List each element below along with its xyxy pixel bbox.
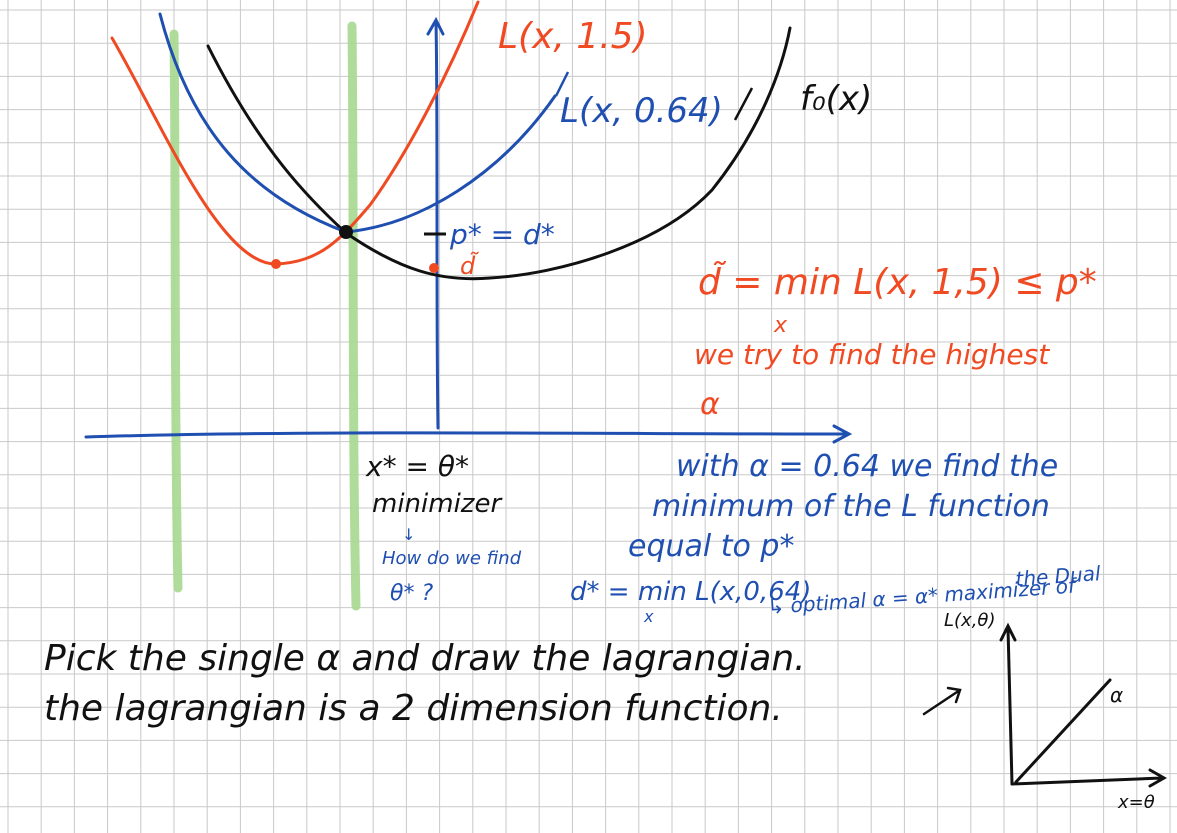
dtilde-point [429, 263, 439, 273]
small-arrow: ↓ [402, 525, 415, 544]
label-l064: L(x, 0.64) [560, 91, 723, 131]
curve-f0 [206, 26, 792, 281]
theta-question: θ* ? [390, 581, 433, 606]
blue-note-line4: d* = min L(x,0,64) [570, 577, 811, 607]
mini-plot-ylabel: L(x,θ) [944, 610, 995, 631]
pointer-arrow [922, 686, 962, 716]
x-axis-arrowhead [832, 424, 853, 444]
minimizer-label: minimizer [372, 489, 503, 519]
label-l15: L(x, 1.5) [498, 16, 648, 57]
black-note-line2: the lagrangian is a 2 dimension function… [44, 688, 783, 729]
blue-note-line3: equal to p* [628, 529, 794, 564]
y-axis-arrowhead [426, 16, 445, 36]
green-bar-right [347, 21, 361, 611]
min-point-l15 [271, 259, 281, 269]
label-l064-leader [554, 71, 570, 97]
label-f0-leader [733, 87, 754, 121]
curve-l15 [110, 0, 480, 266]
blue-note-line6: the Dual [1015, 561, 1102, 591]
mini-plot: L(x,θ) x=θ α [944, 610, 1168, 813]
blue-note-xsub: x [643, 607, 654, 626]
mini-plot-x-axis [1010, 768, 1168, 788]
label-f0: f₀(x) [800, 79, 872, 119]
red-note-line2: we try to find the highest [694, 338, 1050, 371]
blue-note-line1: with α = 0.64 we find the [676, 449, 1058, 484]
how-find-label: How do we find [382, 548, 522, 569]
pstar-label: p* = d* [449, 218, 555, 251]
intersection-point [339, 225, 353, 239]
mini-plot-line-label: α [1110, 683, 1123, 707]
green-bar-left [169, 29, 183, 593]
red-note-line1: d̃ = min L(x, 1,5) ≤ p* [698, 261, 1097, 303]
curve-l064 [158, 12, 557, 234]
x-axis [84, 431, 850, 439]
black-note-line1: Pick the single α and draw the lagrangia… [44, 638, 806, 679]
mini-plot-line [1014, 678, 1112, 784]
red-note-xsub: x [773, 313, 788, 338]
xstar-label: x* = θ* [365, 450, 469, 483]
y-axis [434, 20, 440, 430]
blue-note-line2: minimum of the L function [652, 489, 1050, 524]
dtilde-mark: d̃ [460, 252, 480, 280]
mini-plot-y-axis [999, 622, 1017, 786]
mini-plot-xlabel: x=θ [1117, 792, 1155, 813]
red-note-line3: α [700, 387, 720, 422]
